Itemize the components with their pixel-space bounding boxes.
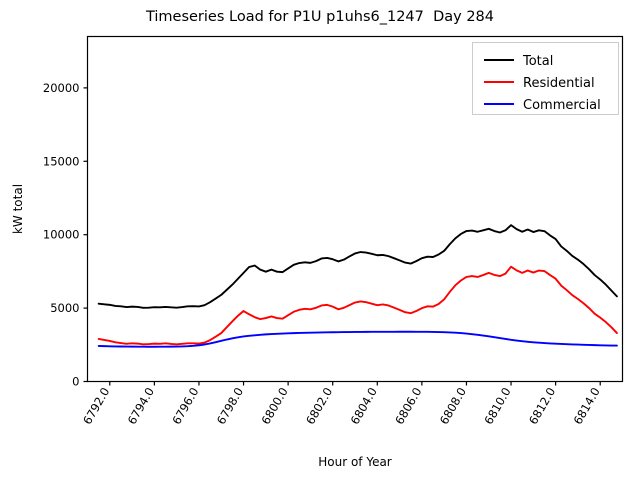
x-tick-label: 6806.0 bbox=[392, 385, 424, 427]
x-tick-label: 6812.0 bbox=[526, 385, 558, 427]
chart-legend[interactable]: Total Residential Commercial bbox=[472, 42, 619, 115]
data-series-group bbox=[97, 224, 618, 348]
series-line-commercial bbox=[97, 330, 618, 348]
chart-title: Timeseries Load for P1U p1uhs6_1247 Day … bbox=[145, 9, 495, 25]
axes-frame bbox=[86, 35, 624, 383]
x-tick-label: 6814.0 bbox=[571, 385, 603, 427]
x-tick-label: 6792.0 bbox=[80, 385, 112, 427]
legend-label-commercial: Commercial bbox=[523, 98, 601, 113]
x-tick-label: 6800.0 bbox=[258, 385, 290, 427]
y-axis-label: kW total bbox=[11, 184, 25, 234]
x-tick-label: 6796.0 bbox=[169, 385, 201, 427]
x-tick-label: 6808.0 bbox=[437, 385, 469, 427]
y-tick-label: 20000 bbox=[43, 81, 80, 95]
y-tick-label: 5000 bbox=[50, 301, 79, 315]
x-axis-ticks: 6792.0 6794.0 6796.0 6798.0 6800.0 6802.0 6804… bbox=[80, 381, 603, 427]
y-axis-ticks: 0 5000 10000 15000 20000 bbox=[43, 81, 88, 389]
legend-label-total: Total bbox=[522, 54, 553, 69]
x-axis-label: Hour of Year bbox=[318, 455, 392, 469]
x-tick-label: 6810.0 bbox=[481, 385, 513, 427]
y-tick-label: 15000 bbox=[43, 154, 80, 168]
x-tick-label: 6798.0 bbox=[214, 385, 246, 427]
y-tick-label: 0 bbox=[72, 375, 79, 389]
series-line-total bbox=[97, 224, 618, 309]
legend-label-residential: Residential bbox=[523, 76, 595, 91]
y-tick-label: 10000 bbox=[43, 228, 80, 242]
x-tick-label: 6802.0 bbox=[303, 385, 335, 427]
x-tick-label: 6794.0 bbox=[125, 385, 157, 427]
x-tick-label: 6804.0 bbox=[348, 385, 380, 427]
series-line-residential bbox=[97, 265, 618, 346]
